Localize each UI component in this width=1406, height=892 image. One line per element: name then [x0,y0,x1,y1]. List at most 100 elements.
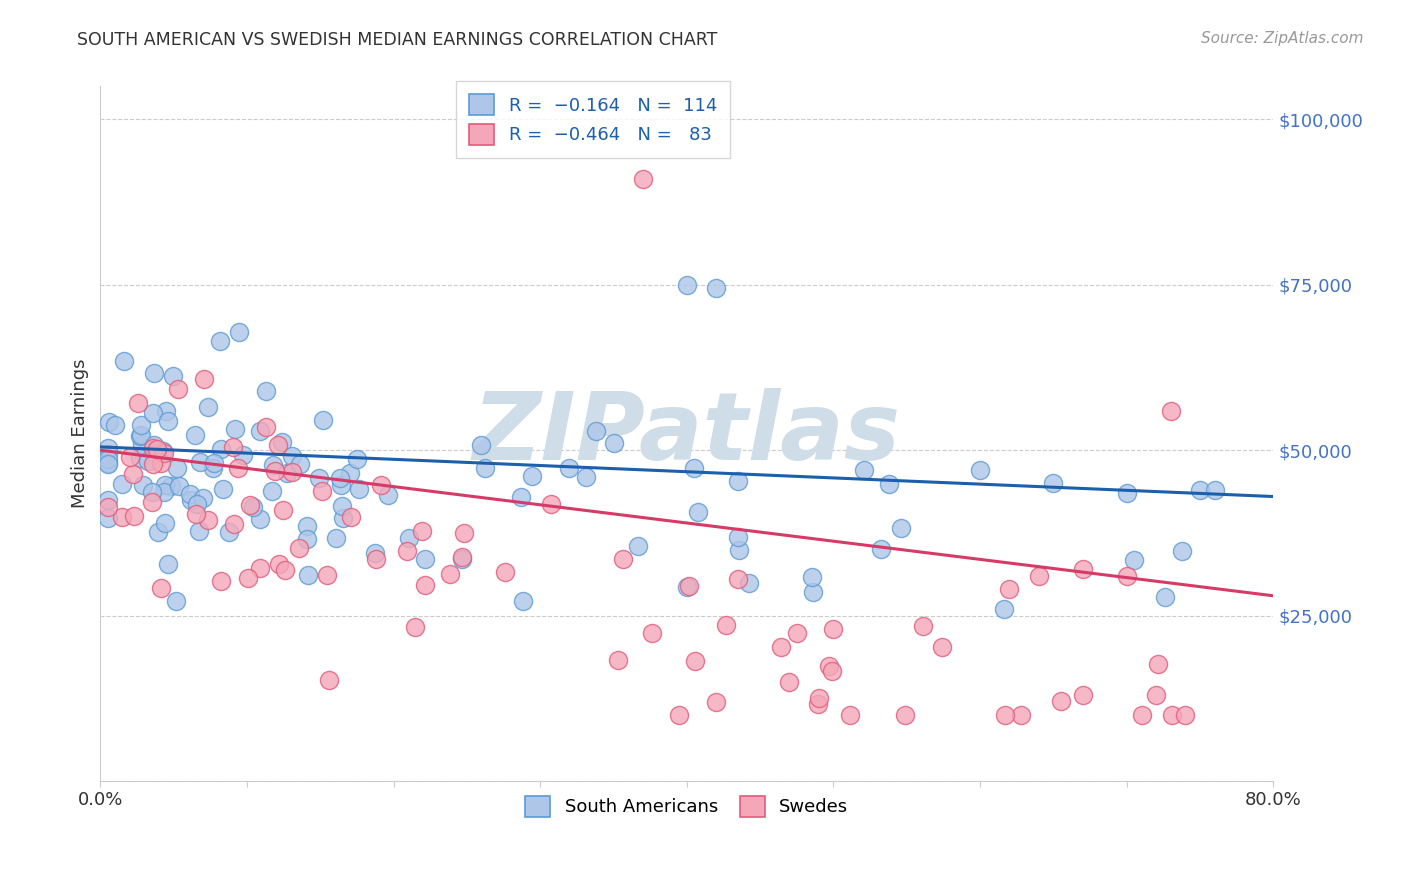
Point [994,707,1017,722]
Point [288,541,311,555]
Point [97,415,120,429]
Point [97,493,120,508]
Point [188,524,211,538]
Point [129,451,152,466]
Point [297,532,319,546]
Point [890,521,912,535]
Point [870,542,893,557]
Point [188,454,211,468]
Point [262,458,284,472]
Point [993,602,1015,616]
Point [439,567,461,582]
Point [208,334,231,348]
Point [162,368,184,383]
Point [807,698,830,712]
Point [818,659,841,673]
Point [131,437,153,451]
Point [122,509,145,524]
Point [1204,483,1226,497]
Point [201,461,224,475]
Text: SOUTH AMERICAN VS SWEDISH MEDIAN EARNINGS CORRELATION CHART: SOUTH AMERICAN VS SWEDISH MEDIAN EARNING… [77,31,717,49]
Point [226,461,249,475]
Point [683,461,706,475]
Point [363,546,385,560]
Point [120,450,142,465]
Point [129,418,152,433]
Point [470,437,492,451]
Point [585,424,607,438]
Y-axis label: Median Earnings: Median Earnings [72,359,89,508]
Point [612,552,634,566]
Point [254,420,277,434]
Point [249,560,271,574]
Point [411,524,433,538]
Point [222,440,245,454]
Point [474,461,496,475]
Point [1160,403,1182,417]
Point [280,465,302,479]
Point [969,463,991,477]
Point [1010,707,1032,722]
Point [339,466,361,480]
Point [877,476,900,491]
Point [821,665,844,679]
Point [153,478,176,492]
Point [136,454,159,468]
Point [97,456,120,470]
Point [129,428,152,442]
Point [149,456,172,470]
Point [312,412,335,426]
Point [269,557,291,571]
Point [603,435,626,450]
Point [145,442,167,456]
Point [150,581,173,595]
Point [197,401,219,415]
Point [1122,553,1144,567]
Point [224,422,246,436]
Point [153,516,176,530]
Point [271,502,294,516]
Point [141,495,163,509]
Point [104,417,127,432]
Point [263,464,285,478]
Point [271,434,294,449]
Point [370,477,392,491]
Point [1174,707,1197,722]
Point [157,414,180,428]
Point [127,395,149,409]
Point [224,516,246,531]
Point [366,552,388,566]
Point [1153,590,1175,604]
Point [111,510,134,524]
Point [510,491,533,505]
Legend: South Americans, Swedes: South Americans, Swedes [517,789,856,824]
Point [727,530,749,544]
Point [413,578,436,592]
Point [111,477,134,491]
Point [395,544,418,558]
Point [218,524,240,539]
Point [274,563,297,577]
Point [716,617,738,632]
Point [254,384,277,398]
Point [1042,476,1064,491]
Point [330,478,353,492]
Point [1132,707,1154,722]
Point [242,500,264,515]
Point [166,382,188,396]
Point [97,452,120,467]
Point [288,457,311,471]
Point [142,406,165,420]
Point [839,707,862,722]
Point [311,484,333,499]
Point [167,479,190,493]
Point [770,640,793,655]
Point [232,448,254,462]
Point [281,449,304,463]
Point [494,565,516,579]
Point [180,492,202,507]
Point [413,552,436,566]
Point [193,491,215,505]
Point [931,640,953,654]
Point [239,498,262,512]
